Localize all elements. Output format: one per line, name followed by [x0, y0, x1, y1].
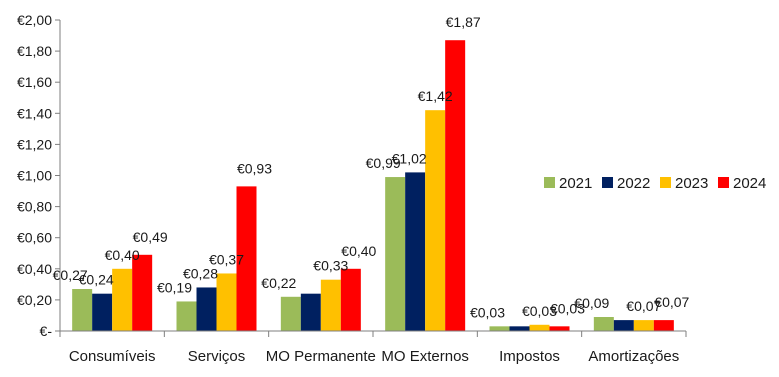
legend-label: 2022	[617, 175, 650, 192]
data-label: €0,33	[313, 258, 348, 274]
data-label: €0,22	[261, 275, 296, 291]
y-tick-label: €0,60	[17, 230, 52, 246]
bar-2024-5	[653, 320, 674, 331]
data-label: €0,03	[470, 304, 505, 320]
legend-swatch-2022	[602, 177, 613, 188]
legend-label: 2021	[559, 175, 592, 192]
y-tick-label: €0,40	[17, 261, 52, 277]
bar-2024-3	[445, 40, 466, 332]
data-label: €0,19	[157, 279, 192, 295]
bar-2023-2	[320, 279, 341, 331]
y-tick-label: €1,20	[17, 136, 52, 152]
bar-2021-1	[176, 301, 197, 331]
bar-2021-3	[385, 177, 406, 331]
legend-label: 2023	[675, 175, 708, 192]
data-label: €0,03	[550, 300, 585, 316]
bar-2024-2	[340, 268, 361, 331]
y-tick-label: €0,20	[17, 292, 52, 308]
y-tick-label: €1,00	[17, 168, 52, 184]
axes-layer	[59, 20, 686, 332]
data-label: €1,42	[418, 88, 453, 104]
data-label: €0,49	[133, 229, 168, 245]
data-label: €0,07	[626, 298, 661, 314]
bar-2023-0	[112, 268, 133, 331]
data-label: €0,37	[209, 251, 244, 267]
bar-2022-4	[509, 326, 530, 331]
data-label: €0,99	[366, 155, 401, 171]
data-label: €0,93	[237, 160, 272, 176]
x-category-label: MO Permanente	[266, 348, 376, 365]
legend-label: 2024	[733, 175, 766, 192]
y-tick-label: €-	[40, 323, 53, 339]
y-tick-label: €0,80	[17, 199, 52, 215]
y-tick-label: €1,60	[17, 74, 52, 90]
y-tick-label: €1,40	[17, 105, 52, 121]
legend-swatch-2024	[718, 177, 729, 188]
data-labels-layer: €0,27€0,24 €0,40 €0,49 €0,19€0,28€0,37 €0,93…	[53, 14, 690, 320]
data-label: €1,87	[446, 14, 481, 30]
bar-2024-1	[236, 186, 257, 331]
x-category-label: Serviços	[188, 348, 246, 365]
y-tick-label: €1,80	[17, 43, 52, 59]
legend-swatch-2021	[544, 177, 555, 188]
x-category-label: Amortizações	[588, 348, 679, 365]
bars-layer	[72, 40, 674, 332]
data-label: €0,40	[105, 247, 140, 263]
bar-2021-4	[489, 326, 510, 331]
data-label: €0,03	[522, 303, 557, 319]
bar-2021-2	[280, 296, 301, 331]
data-label: €1,02	[392, 150, 427, 166]
bar-2024-0	[132, 254, 153, 331]
bar-2021-0	[72, 289, 93, 331]
bar-2022-0	[92, 293, 113, 331]
x-category-label: MO Externos	[381, 348, 469, 365]
data-label: €0,28	[183, 265, 218, 281]
bar-2023-5	[633, 320, 654, 331]
bar-2023-1	[216, 273, 237, 331]
data-label: €0,40	[341, 243, 376, 259]
bar-2024-4	[549, 326, 570, 331]
data-label: €0,07	[654, 294, 689, 310]
y-axis-ticks: €- €0,20 €0,40 €0,60 €0,80 €1,00 €1,20 €1,40 €1,…	[17, 12, 60, 339]
y-tick-label: €2,00	[17, 12, 52, 28]
bar-2021-5	[593, 317, 614, 331]
bar-2022-1	[196, 287, 217, 331]
bar-2022-2	[300, 293, 321, 331]
x-axis-ticks: Consumíveis Serviços MO Permanente MO Exter…	[59, 331, 687, 365]
data-label: €0,27	[53, 267, 88, 283]
x-category-label: Impostos	[499, 348, 560, 365]
bar-2022-3	[405, 172, 426, 331]
data-label: €0,24	[79, 272, 114, 288]
x-category-label: Consumíveis	[69, 348, 156, 365]
legend-swatch-2023	[660, 177, 671, 188]
legend: 2021 2022 2023 2024	[544, 175, 766, 192]
data-label: €0,09	[574, 295, 609, 311]
bar-2023-4	[529, 324, 550, 331]
bar-2023-3	[425, 110, 446, 331]
bar-2022-5	[613, 320, 634, 331]
